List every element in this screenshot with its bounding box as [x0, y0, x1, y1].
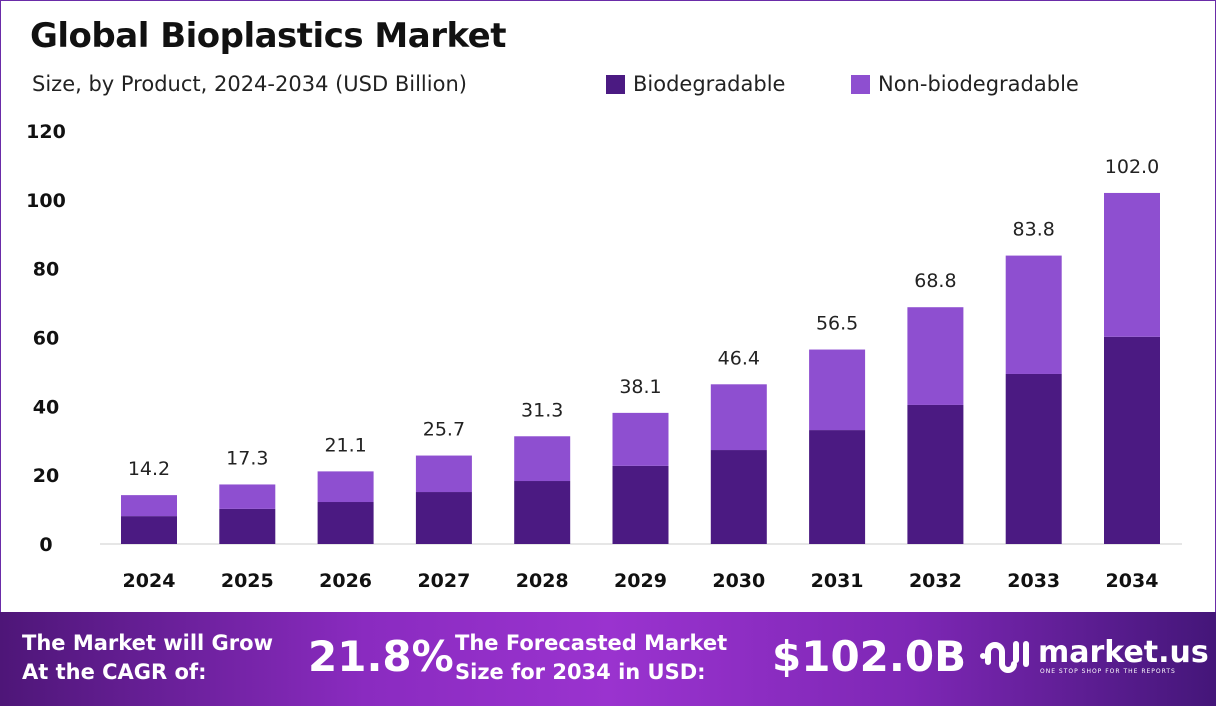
bar-segment-non-biodegradable [710, 384, 767, 451]
y-tick-label: 120 [26, 121, 66, 143]
bar-segment-biodegradable [1005, 373, 1062, 544]
y-tick-label: 0 [39, 534, 52, 556]
bar-segment-non-biodegradable [612, 412, 669, 466]
bar-segment-biodegradable [514, 481, 571, 544]
bar-segment-non-biodegradable [1005, 255, 1062, 374]
y-tick-label: 100 [26, 190, 66, 212]
bar-segment-non-biodegradable [1104, 192, 1160, 337]
bar-segment-biodegradable [317, 502, 374, 544]
x-tick-label: 2031 [811, 570, 864, 592]
bar-chart: 0 20 40 60 80 100 120 14.2 2024 17.3 2025 21.1 2026 2… [26, 121, 1182, 592]
x-tick-label: 2025 [221, 570, 274, 592]
data-label-total: 46.4 [718, 347, 760, 369]
data-label-total: 31.3 [521, 399, 563, 421]
y-tick-label: 40 [33, 396, 59, 418]
legend-label: Biodegradable [633, 72, 786, 96]
data-label-total: 21.1 [324, 434, 366, 456]
forecast-value: $102.0B [772, 632, 967, 681]
bar-segment-non-biodegradable [809, 349, 866, 431]
data-label-total: 14.2 [128, 458, 170, 480]
forecast-label: The Forecasted Market Size for 2034 in U… [455, 631, 728, 684]
legend-swatch [851, 74, 870, 94]
bar-segment-biodegradable [219, 508, 276, 544]
x-tick-label: 2029 [614, 570, 667, 592]
x-tick-label: 2024 [123, 570, 176, 592]
logo-icon [980, 641, 1029, 673]
bar-segment-non-biodegradable [907, 307, 964, 405]
data-label-total: 38.1 [619, 376, 661, 398]
market-us-logo: market.us ONE STOP SHOP FOR THE REPORTS [978, 634, 1209, 678]
bar-segment-biodegradable [710, 450, 767, 544]
chart-title: Global Bioplastics Market [30, 16, 506, 56]
footer-banner: The Market will Grow At the CAGR of: 21.… [0, 612, 1216, 706]
legend-swatch [606, 74, 625, 94]
logo-name: market.us [1038, 634, 1209, 670]
bar-segment-non-biodegradable [514, 436, 571, 482]
legend-item-biodegradable: Biodegradable [606, 72, 785, 96]
y-tick-label: 20 [33, 465, 59, 487]
x-tick-label: 2034 [1106, 570, 1159, 592]
bar-segment-non-biodegradable [121, 495, 177, 517]
bar-segment-biodegradable [121, 516, 177, 544]
legend-item-non-biodegradable: Non-biodegradable [851, 72, 1079, 96]
bar-segment-biodegradable [1104, 336, 1160, 544]
x-tick-label: 2026 [319, 570, 372, 592]
y-tick-label: 60 [33, 328, 59, 350]
cagr-label: The Market will Grow At the CAGR of: [22, 631, 273, 684]
bar-segment-biodegradable [612, 465, 669, 544]
x-tick-label: 2032 [909, 570, 962, 592]
bar-segment-non-biodegradable [415, 455, 472, 493]
x-tick-label: 2027 [417, 570, 470, 592]
legend-label: Non-biodegradable [878, 72, 1079, 96]
bar-segment-biodegradable [907, 404, 964, 544]
bar-segment-non-biodegradable [317, 471, 374, 503]
chart-subtitle: Size, by Product, 2024-2034 (USD Billion… [32, 72, 467, 96]
bar-segment-non-biodegradable [219, 484, 276, 509]
data-label-total: 83.8 [1013, 219, 1055, 241]
x-tick-label: 2030 [712, 570, 765, 592]
data-label-total: 68.8 [914, 270, 956, 292]
bar-segment-biodegradable [809, 430, 866, 544]
data-label-total: 25.7 [423, 419, 465, 441]
bar-segment-biodegradable [415, 492, 472, 544]
logo-tagline: ONE STOP SHOP FOR THE REPORTS [1040, 667, 1176, 675]
x-tick-label: 2028 [516, 570, 569, 592]
y-tick-label: 80 [33, 259, 59, 281]
data-label-total: 102.0 [1105, 156, 1159, 178]
x-tick-label: 2033 [1007, 570, 1060, 592]
data-label-total: 56.5 [816, 313, 858, 335]
cagr-value: 21.8% [308, 632, 454, 681]
data-label-total: 17.3 [226, 447, 268, 469]
